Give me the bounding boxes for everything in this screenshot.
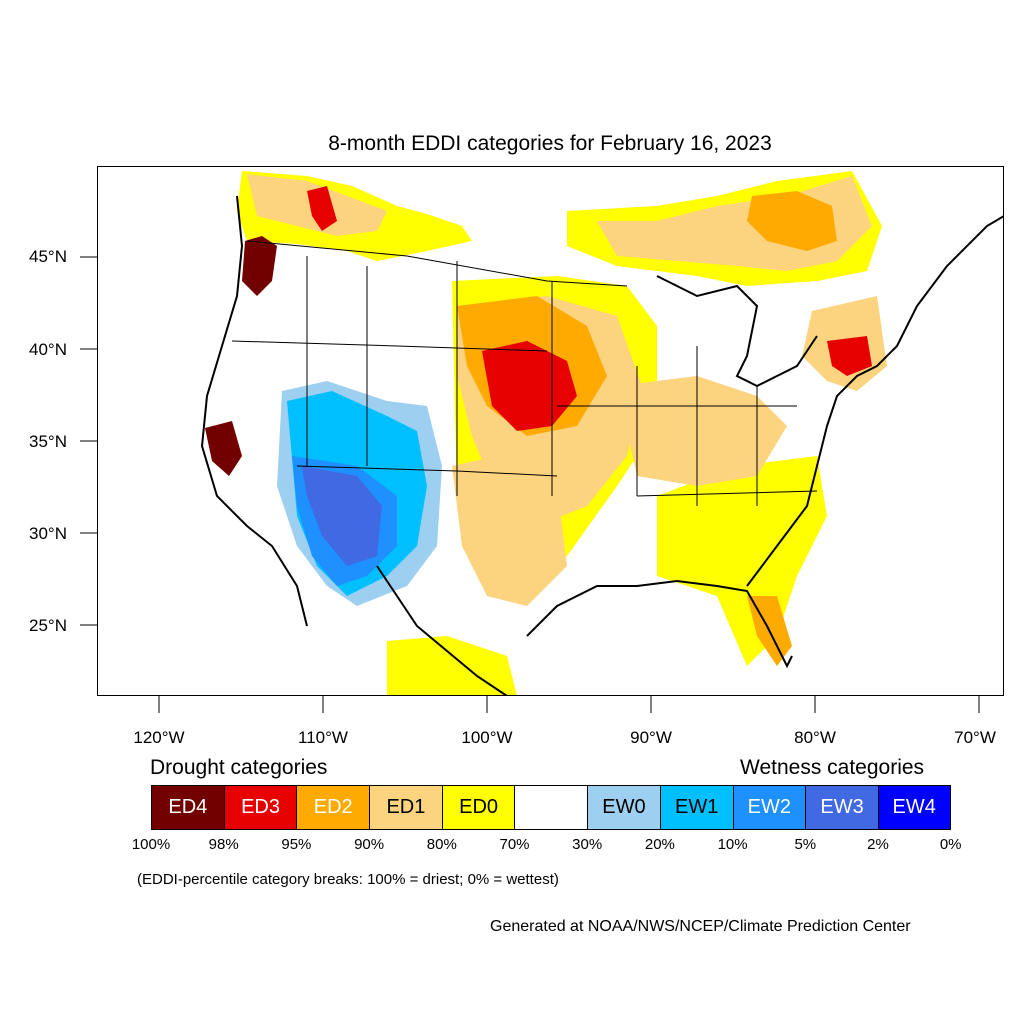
map-border <box>97 166 1004 696</box>
legend-percentile-label: 100% <box>131 836 171 853</box>
state-borders <box>231 240 818 506</box>
coastline <box>200 195 1004 696</box>
plains-ed3 <box>482 341 577 431</box>
legend-percentile-label: 5% <box>794 836 817 853</box>
map-title: 8-month EDDI categories for February 16,… <box>328 132 772 155</box>
lon-label-70: 70°W <box>954 728 996 747</box>
pnw-ed3 <box>307 186 337 231</box>
legend-percentile-label: 10% <box>717 836 748 853</box>
lat-label-40: 40°N <box>29 340 67 359</box>
lat-label-45: 45°N <box>29 247 67 266</box>
lon-label-80: 80°W <box>794 728 836 747</box>
california-ed4 <box>205 421 242 476</box>
southwest-ew3 <box>302 466 382 566</box>
midwest-ed1 <box>617 376 787 486</box>
lat-ticks <box>80 256 97 626</box>
legend-box-ew1: EW1 <box>659 785 733 830</box>
pnw-ed4 <box>242 236 277 296</box>
legend-percentile-label: 30% <box>572 836 603 853</box>
eddi-map <box>97 166 1004 696</box>
legend-box-ew3: EW3 <box>805 785 878 830</box>
texas-ed1 <box>452 456 567 606</box>
northeast-ed3 <box>827 336 872 376</box>
legend-box-neutral <box>514 785 588 830</box>
drought-heading: Drought categories <box>150 756 328 779</box>
legend-percentile-label: 70% <box>499 836 530 853</box>
lon-ticks <box>158 696 980 713</box>
mexico-ed0 <box>387 636 517 696</box>
lon-label-100: 100°W <box>461 728 513 747</box>
legend-box-ed0: ED0 <box>441 785 515 830</box>
legend-box-ed4: ED4 <box>151 785 224 830</box>
lon-label-90: 90°W <box>630 728 672 747</box>
legend-percentile-label: 80% <box>426 836 457 853</box>
legend-percentile-label: 20% <box>644 836 675 853</box>
legend-percentile-label: 0% <box>939 836 962 853</box>
credit-text: Generated at NOAA/NWS/NCEP/Climate Predi… <box>490 918 911 935</box>
southeast-ed0 <box>657 456 827 666</box>
legend-box-ed3: ED3 <box>223 785 297 830</box>
lat-label-35: 35°N <box>29 432 67 451</box>
legend-percentile-label: 98% <box>208 836 239 853</box>
lat-label-25: 25°N <box>29 616 67 635</box>
lon-label-120: 120°W <box>133 728 185 747</box>
legend-percentile-label: 90% <box>354 836 385 853</box>
wetness-heading: Wetness categories <box>740 756 925 779</box>
lat-label-30: 30°N <box>29 524 67 543</box>
legend-box-ew2: EW2 <box>732 785 806 830</box>
legend-box-ew4: EW4 <box>877 785 951 830</box>
legend-box-ew0: EW0 <box>587 785 660 830</box>
legend-colorbar: ED4 ED3 ED2 ED1 ED0 EW0 EW1 EW2 EW3 EW4 <box>151 785 951 830</box>
lon-label-110: 110°W <box>298 728 348 747</box>
legend-percentile-label: 95% <box>281 836 312 853</box>
legend-box-ed1: ED1 <box>369 785 442 830</box>
legend-percentile-label: 2% <box>867 836 889 853</box>
canada-east-ed2 <box>747 191 837 251</box>
legend-box-ed2: ED2 <box>296 785 370 830</box>
legend-note: (EDDI-percentile category breaks: 100% =… <box>137 871 559 888</box>
